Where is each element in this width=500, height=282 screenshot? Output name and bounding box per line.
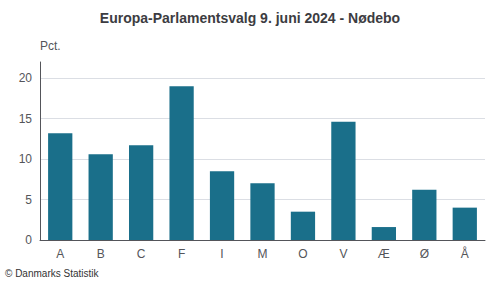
svg-text:O: O [298,247,307,261]
svg-text:Pct.: Pct. [40,39,61,53]
svg-text:Europa-Parlamentsvalg 9. juni: Europa-Parlamentsvalg 9. juni 2024 - Nød… [100,10,400,26]
svg-text:Ø: Ø [420,247,429,261]
svg-text:20: 20 [19,71,33,85]
svg-text:B: B [97,247,105,261]
svg-text:5: 5 [25,193,32,207]
svg-text:V: V [339,247,347,261]
svg-text:0: 0 [25,233,32,247]
svg-text:A: A [56,247,64,261]
svg-text:I: I [220,247,223,261]
svg-text:Æ: Æ [378,247,390,261]
svg-text:Å: Å [461,246,469,261]
svg-text:M: M [258,247,268,261]
svg-text:F: F [178,247,185,261]
svg-text:10: 10 [19,152,33,166]
svg-text:15: 15 [19,112,33,126]
svg-text:© Danmarks Statistik: © Danmarks Statistik [5,268,100,279]
svg-text:C: C [137,247,146,261]
